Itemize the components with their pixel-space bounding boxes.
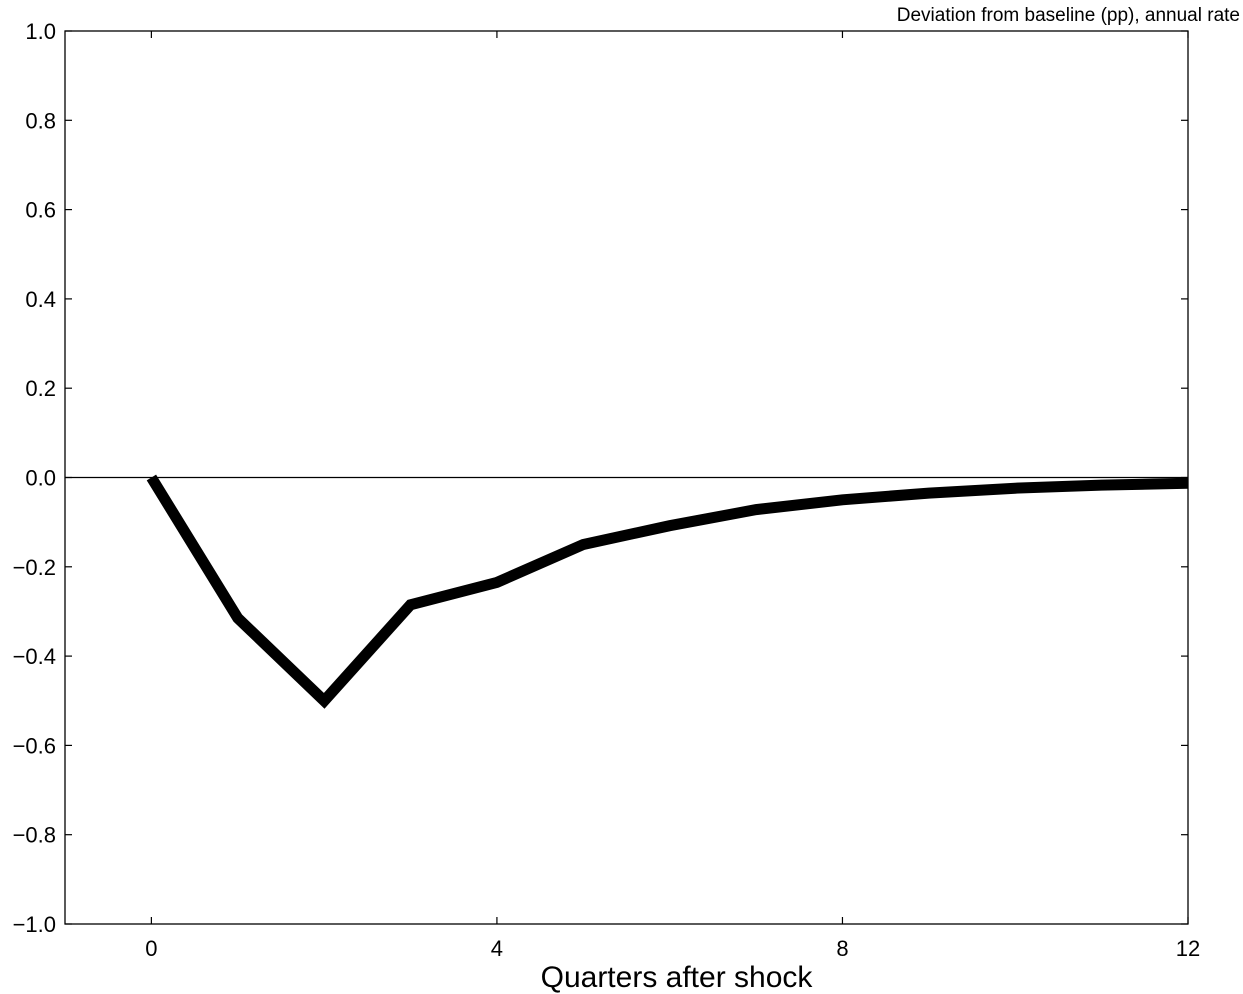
y-tick-label: −0.2: [13, 555, 56, 580]
x-tick-label: 8: [836, 936, 848, 961]
y-tick-label: −1.0: [13, 912, 56, 937]
x-axis-label: Quarters after shock: [541, 961, 814, 994]
series-line: [146, 474, 1189, 709]
y-tick-label: 0.4: [25, 287, 56, 312]
y-tick-label: −0.6: [13, 733, 56, 758]
y-tick-label: 0.8: [25, 108, 56, 133]
y-tick-label: 0.6: [25, 198, 56, 223]
unit-note: Deviation from baseline (pp), annual rat…: [897, 5, 1240, 26]
x-tick-label: 0: [145, 936, 157, 961]
y-tick-label: 1.0: [25, 19, 56, 44]
x-tick-label: 4: [491, 936, 503, 961]
y-tick-label: −0.4: [13, 644, 56, 669]
y-tick-label: 0.0: [25, 466, 56, 491]
x-tick-label: 12: [1176, 936, 1200, 961]
y-tick-label: −0.8: [13, 823, 56, 848]
y-tick-label: 0.2: [25, 376, 56, 401]
